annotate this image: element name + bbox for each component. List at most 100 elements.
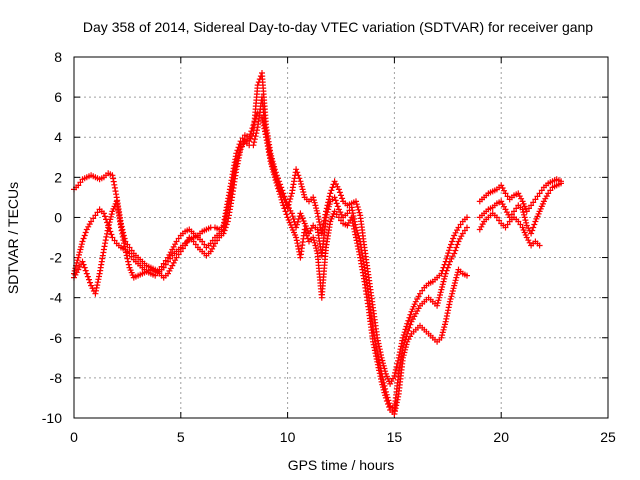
data-point bbox=[515, 202, 524, 211]
y-tick-label: 0 bbox=[54, 209, 62, 225]
data-point bbox=[378, 354, 389, 375]
data-point bbox=[464, 224, 470, 231]
data-point bbox=[293, 166, 303, 182]
data-point bbox=[156, 263, 165, 273]
data-point bbox=[464, 272, 470, 279]
data-point bbox=[429, 276, 438, 285]
data-point bbox=[79, 175, 88, 183]
data-point bbox=[408, 301, 418, 315]
data-point bbox=[75, 179, 84, 189]
data-point bbox=[130, 273, 139, 281]
data-point bbox=[335, 186, 346, 202]
data-point bbox=[327, 210, 337, 225]
data-point bbox=[267, 158, 278, 178]
data-point bbox=[130, 250, 139, 259]
data-point bbox=[135, 271, 144, 279]
data-point bbox=[160, 257, 169, 267]
data-point bbox=[122, 238, 131, 248]
data-point bbox=[476, 221, 486, 233]
data-point bbox=[348, 214, 359, 238]
data-point bbox=[306, 225, 315, 237]
data-point bbox=[212, 237, 221, 247]
data-point bbox=[331, 178, 341, 190]
data-point bbox=[327, 196, 336, 205]
data-point bbox=[481, 192, 490, 201]
data-point bbox=[387, 375, 396, 387]
data-point bbox=[199, 238, 208, 248]
data-point bbox=[464, 214, 470, 221]
data-point bbox=[344, 207, 353, 217]
data-point bbox=[361, 278, 372, 310]
data-point bbox=[485, 205, 494, 213]
y-tick-label: -10 bbox=[42, 410, 62, 426]
data-point bbox=[139, 269, 148, 277]
data-point bbox=[511, 191, 520, 199]
data-point bbox=[340, 220, 349, 228]
data-point bbox=[237, 135, 246, 145]
data-point bbox=[173, 235, 182, 245]
data-point bbox=[297, 178, 307, 198]
data-point bbox=[105, 211, 115, 231]
data-point bbox=[344, 201, 353, 209]
data-point bbox=[498, 182, 507, 194]
data-point bbox=[549, 177, 558, 185]
data-point bbox=[96, 249, 107, 277]
data-point bbox=[361, 244, 372, 278]
data-point bbox=[139, 264, 148, 273]
data-point bbox=[194, 234, 203, 243]
data-point bbox=[203, 242, 212, 251]
data-point bbox=[182, 237, 191, 249]
data-point bbox=[361, 264, 372, 298]
data-point bbox=[335, 206, 345, 218]
data-point bbox=[203, 250, 212, 259]
data-point bbox=[502, 190, 511, 200]
data-point bbox=[536, 200, 546, 215]
data-point bbox=[421, 282, 430, 291]
data-point bbox=[177, 242, 186, 251]
data-point bbox=[276, 188, 286, 206]
data-point bbox=[438, 261, 448, 277]
data-point bbox=[118, 244, 127, 252]
data-point bbox=[88, 282, 97, 294]
data-point bbox=[451, 227, 461, 239]
data-point bbox=[186, 226, 195, 235]
data-point bbox=[207, 243, 217, 255]
y-tick-label: -4 bbox=[50, 290, 63, 306]
data-point bbox=[212, 224, 221, 232]
data-point bbox=[498, 220, 507, 229]
x-tick-label: 5 bbox=[177, 429, 185, 445]
data-point bbox=[297, 210, 307, 224]
data-point bbox=[404, 333, 414, 345]
data-point bbox=[173, 251, 182, 261]
data-point bbox=[340, 212, 349, 221]
data-point bbox=[83, 221, 93, 233]
data-point bbox=[75, 241, 85, 261]
data-point bbox=[553, 181, 562, 189]
data-point bbox=[370, 304, 380, 338]
data-point bbox=[126, 250, 135, 260]
y-tick-label: 6 bbox=[54, 89, 62, 105]
data-point bbox=[207, 237, 216, 247]
data-point bbox=[536, 242, 543, 249]
data-point bbox=[203, 225, 212, 233]
x-tick-label: 0 bbox=[70, 429, 78, 445]
data-point bbox=[476, 196, 485, 205]
data-point bbox=[511, 205, 520, 215]
data-point bbox=[511, 214, 520, 223]
data-point bbox=[408, 328, 417, 337]
data-point bbox=[173, 246, 182, 255]
data-point bbox=[412, 305, 422, 317]
data-point bbox=[365, 274, 376, 308]
data-point bbox=[425, 330, 434, 339]
data-point bbox=[216, 224, 225, 233]
data-point bbox=[446, 253, 456, 265]
data-point bbox=[190, 230, 199, 239]
data-point bbox=[434, 289, 444, 309]
data-point bbox=[250, 127, 260, 149]
data-point bbox=[237, 140, 247, 153]
data-point bbox=[241, 138, 250, 147]
data-point bbox=[515, 218, 524, 228]
y-tick-label: 8 bbox=[54, 49, 62, 65]
data-point bbox=[489, 202, 498, 211]
data-point bbox=[365, 306, 376, 342]
